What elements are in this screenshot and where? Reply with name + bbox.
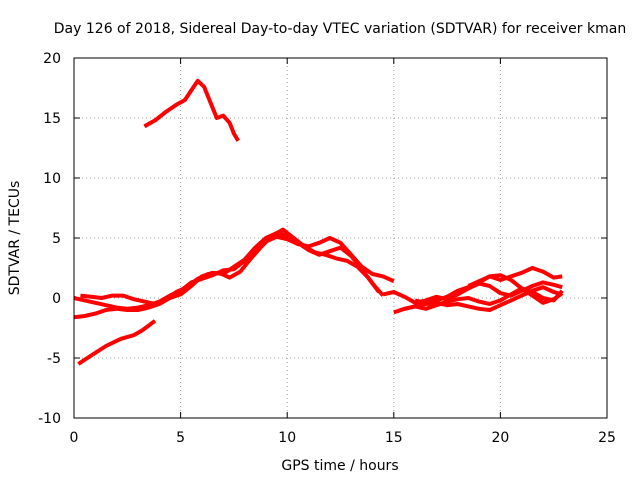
y-tick-label: 5 (52, 231, 61, 247)
x-tick-label: 5 (176, 430, 185, 446)
series-trace-1 (143, 78, 240, 142)
series-trace-9 (404, 286, 564, 311)
x-tick-label: 20 (491, 430, 509, 446)
series-trace-2 (77, 319, 157, 366)
y-tick-label: -10 (38, 411, 61, 427)
series-trace-10 (467, 273, 564, 305)
y-tick-label: 20 (43, 51, 61, 67)
y-tick-label: 15 (43, 111, 61, 127)
y-axis-label: SDTVAR / TECUs (7, 181, 23, 296)
x-axis-label: GPS time / hours (281, 458, 398, 474)
chart-title: Day 126 of 2018, Sidereal Day-to-day VTE… (54, 21, 626, 37)
x-tick-label: 15 (385, 430, 403, 446)
x-tick-label: 0 (70, 430, 79, 446)
series-trace-5 (80, 227, 381, 306)
y-tick-labels: -10 -5 0 5 10 15 20 (38, 51, 61, 427)
x-tick-label: 25 (598, 430, 616, 446)
series-layer (73, 78, 564, 366)
y-tick-label: -5 (47, 351, 61, 367)
x-tick-label: 10 (278, 430, 296, 446)
y-tick-label: 10 (43, 171, 61, 187)
y-tick-label: 0 (52, 291, 61, 307)
series-trace-4 (73, 234, 395, 311)
plot-frame (73, 57, 608, 419)
x-tick-labels: 0 5 10 15 20 25 (70, 430, 616, 446)
series-trace-6 (393, 285, 563, 315)
